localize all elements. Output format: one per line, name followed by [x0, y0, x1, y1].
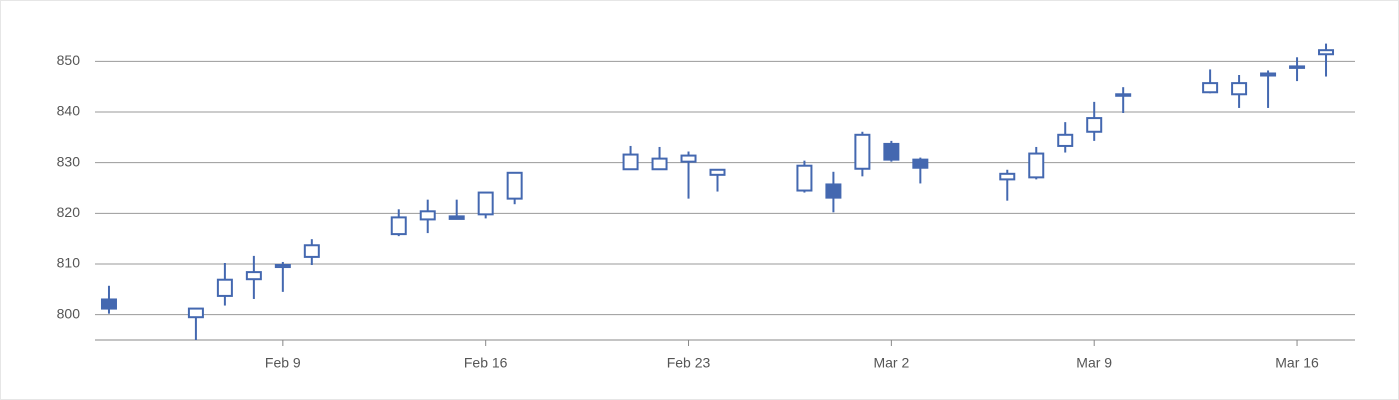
- candle-body: [796, 164, 813, 192]
- candle-body: [709, 168, 726, 176]
- candle-body: [1028, 152, 1045, 179]
- candle-body: [448, 215, 465, 220]
- candle-body: [100, 298, 117, 310]
- candle-body: [854, 133, 871, 170]
- candle-body: [245, 271, 262, 281]
- x-tick-label: Feb 9: [265, 355, 301, 371]
- candle-body: [1231, 82, 1248, 96]
- candle-body: [1115, 93, 1132, 97]
- candle-body: [825, 183, 842, 199]
- candle-body: [622, 153, 639, 171]
- candle-body: [999, 172, 1016, 181]
- candle-body: [912, 158, 929, 169]
- candle-body: [1202, 82, 1219, 94]
- candle-body: [1260, 72, 1277, 77]
- candle-body: [187, 307, 204, 319]
- candle-body: [274, 264, 291, 269]
- candle-body: [680, 154, 697, 163]
- candle-body: [1086, 117, 1103, 133]
- candle-body: [1289, 65, 1306, 69]
- candle-body: [883, 142, 900, 161]
- x-tick-label: Mar 16: [1275, 355, 1319, 371]
- candle-body: [216, 278, 233, 297]
- y-tick-label: 810: [57, 255, 81, 271]
- candle-body: [1057, 133, 1074, 147]
- x-tick-label: Mar 9: [1076, 355, 1112, 371]
- y-tick-label: 840: [57, 103, 81, 119]
- candle-body: [477, 191, 494, 216]
- y-tick-label: 820: [57, 204, 81, 220]
- y-tick-label: 800: [57, 305, 81, 321]
- candle-body: [1318, 49, 1335, 56]
- x-tick-label: Feb 16: [464, 355, 508, 371]
- y-tick-label: 850: [57, 52, 81, 68]
- x-tick-label: Mar 2: [873, 355, 909, 371]
- x-tick-label: Feb 23: [667, 355, 711, 371]
- y-tick-label: 830: [57, 153, 81, 169]
- candle-body: [303, 244, 320, 258]
- candle-body: [390, 216, 407, 236]
- candle-body: [651, 157, 668, 171]
- candle-body: [419, 210, 436, 221]
- candle-body: [506, 171, 523, 200]
